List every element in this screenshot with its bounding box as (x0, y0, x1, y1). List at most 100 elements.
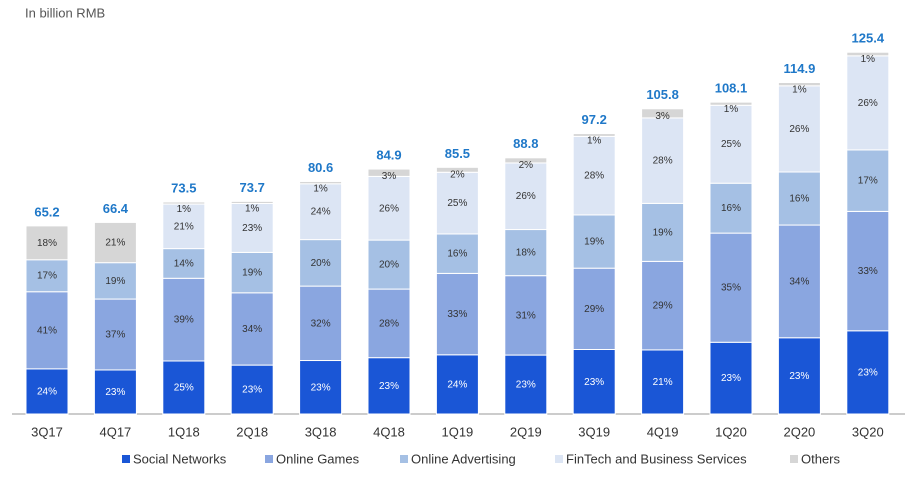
segment-value: 34 (789, 276, 801, 287)
unit: % (48, 270, 57, 281)
bar-segment (230, 203, 274, 253)
unit: % (322, 318, 331, 329)
unit: % (459, 248, 468, 259)
bar-segment (162, 201, 206, 205)
unit: % (319, 183, 328, 194)
bar-segment (709, 104, 753, 184)
segment-label: 23% (105, 387, 125, 398)
segment-label: 24% (311, 206, 331, 217)
segment-value: 25 (447, 198, 459, 209)
segment-value: 17 (37, 270, 49, 281)
bar-segment (641, 202, 685, 262)
bar-segment (162, 203, 206, 250)
bar-segment (299, 180, 343, 185)
unit: % (801, 193, 810, 204)
unit: % (732, 139, 741, 150)
unit: % (185, 382, 194, 393)
segment-value: 25 (174, 382, 186, 393)
bar-segment (777, 82, 821, 87)
bar-segment (93, 369, 137, 415)
segment-value: 16 (789, 193, 801, 204)
unit: % (251, 203, 260, 214)
segment-value: 28 (584, 170, 596, 181)
segment-label: 28% (379, 318, 399, 329)
x-tick-label: 4Q18 (373, 424, 405, 439)
unit: % (801, 371, 810, 382)
bar-segment (367, 168, 411, 177)
segment-value: 21 (105, 237, 117, 248)
x-tick-label: 1Q18 (168, 424, 200, 439)
segment-label: 1% (587, 135, 602, 146)
total-label: 88.8 (513, 136, 538, 151)
segment-label: 19% (653, 227, 673, 238)
segment-value: 1 (587, 135, 593, 146)
segment-value: 19 (105, 276, 117, 287)
segment-value: 16 (447, 248, 459, 259)
segment-label: 26% (516, 191, 536, 202)
segment-label: 14% (174, 258, 194, 269)
segment-label: 24% (37, 386, 57, 397)
unit: % (869, 175, 878, 186)
bar-segment (162, 277, 206, 362)
segment-label: 34% (242, 324, 262, 335)
segment-label: 17% (37, 270, 57, 281)
unit: % (527, 310, 536, 321)
x-tick-label: 3Q18 (305, 424, 337, 439)
total-label: 108.1 (715, 81, 748, 96)
bar-segment (846, 330, 890, 415)
segment-value: 23 (584, 376, 596, 387)
segment-label: 33% (858, 266, 878, 277)
unit: % (390, 259, 399, 270)
segment-label: 23% (311, 382, 331, 393)
segment-value: 39 (174, 314, 186, 325)
segment-value: 3 (655, 110, 661, 121)
unit: % (117, 276, 126, 287)
segment-value: 29 (584, 303, 596, 314)
x-tick-label: 2Q19 (510, 424, 542, 439)
segment-value: 24 (447, 379, 459, 390)
segment-label: 26% (858, 98, 878, 109)
unit: % (459, 309, 468, 320)
segment-label: 16% (789, 193, 809, 204)
unit: % (253, 324, 262, 335)
legend-label: Social Networks (133, 451, 227, 466)
unit: % (729, 104, 738, 115)
segment-label: 19% (105, 276, 125, 287)
segment-value: 1 (177, 204, 183, 215)
segment-value: 20 (379, 259, 391, 270)
x-tick-label: 3Q17 (31, 424, 63, 439)
bar-segment (367, 175, 411, 241)
segment-label: 34% (789, 276, 809, 287)
unit: % (390, 203, 399, 214)
bar-segment (504, 162, 548, 231)
segment-label: 29% (584, 303, 604, 314)
segment-label: 21% (653, 377, 673, 388)
bar-segment (230, 251, 274, 294)
segment-label: 19% (242, 267, 262, 278)
segment-value: 24 (311, 206, 323, 217)
bar-segment (777, 171, 821, 226)
unit: % (664, 227, 673, 238)
total-label: 114.9 (783, 61, 815, 76)
unit: % (459, 379, 468, 390)
bar-segment (504, 229, 548, 277)
total-label: 85.5 (445, 146, 470, 161)
x-tick-label: 4Q19 (647, 424, 679, 439)
segment-label: 20% (311, 257, 331, 268)
unit: % (664, 155, 673, 166)
legend-swatch (790, 455, 798, 463)
total-label: 97.2 (582, 112, 607, 127)
unit: % (869, 98, 878, 109)
x-tick-label: 3Q19 (578, 424, 610, 439)
total-label: 66.4 (103, 201, 129, 216)
unit: % (866, 54, 875, 65)
bar-segment (846, 149, 890, 212)
segment-label: 1% (313, 183, 328, 194)
segment-value: 28 (653, 155, 665, 166)
segment-label: 16% (447, 248, 467, 259)
segment-label: 25% (721, 139, 741, 150)
unit: % (459, 198, 468, 209)
total-label: 65.2 (34, 204, 59, 219)
unit: % (182, 204, 191, 215)
segment-label: 28% (653, 155, 673, 166)
